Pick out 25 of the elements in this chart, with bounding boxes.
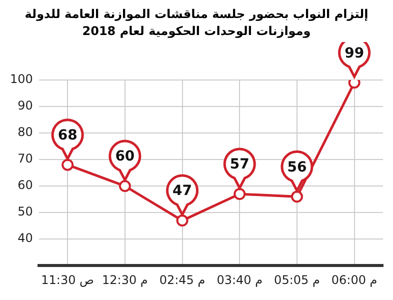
point — [234, 188, 246, 200]
x-tick-label: 12:30 م — [102, 272, 148, 287]
y-tick-label: 40 — [18, 231, 33, 246]
point — [62, 158, 74, 171]
x-tick-label: 11:30 ص — [41, 272, 94, 287]
data-label: 68 — [58, 127, 78, 144]
chart-title: إلتزام النواب بحضور جلسة مناقشات الموازنة العامة للدولة وموازنات الوحدات الحكومية لعام 2018 — [24, 6, 370, 40]
x-tick-label: 05:05 م — [274, 272, 320, 287]
data-label: 60 — [115, 148, 135, 165]
y-tick-label: 90 — [18, 98, 33, 113]
data-label: 57 — [230, 156, 250, 173]
y-tick-label: 80 — [18, 125, 33, 140]
point — [118, 180, 131, 192]
point — [176, 214, 188, 227]
y-tick-label: 50 — [18, 204, 33, 219]
y-tick-label: 60 — [18, 178, 33, 192]
x-tick-label: 03:40 م — [216, 272, 263, 287]
data-label: 47 — [172, 183, 192, 200]
data-label: 99 — [344, 45, 364, 62]
data-label: 56 — [287, 159, 307, 176]
y-tick-label: 100 — [10, 72, 33, 86]
x-tick-label: 02:45 م — [159, 272, 206, 287]
x-tick-label: 06:00 م — [331, 272, 378, 287]
point — [290, 190, 303, 203]
y-tick-label: 70 — [18, 152, 33, 166]
